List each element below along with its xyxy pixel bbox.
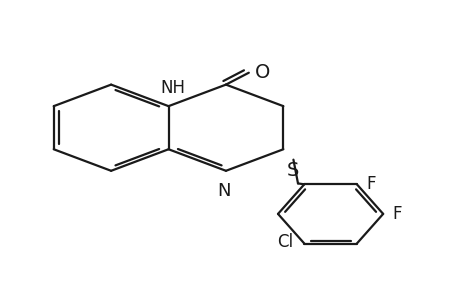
Text: NH: NH — [160, 79, 185, 97]
Text: N: N — [217, 182, 230, 200]
Text: F: F — [365, 175, 375, 193]
Text: S: S — [286, 161, 299, 180]
Text: F: F — [392, 205, 401, 223]
Text: Cl: Cl — [276, 233, 292, 251]
Text: O: O — [254, 63, 269, 82]
